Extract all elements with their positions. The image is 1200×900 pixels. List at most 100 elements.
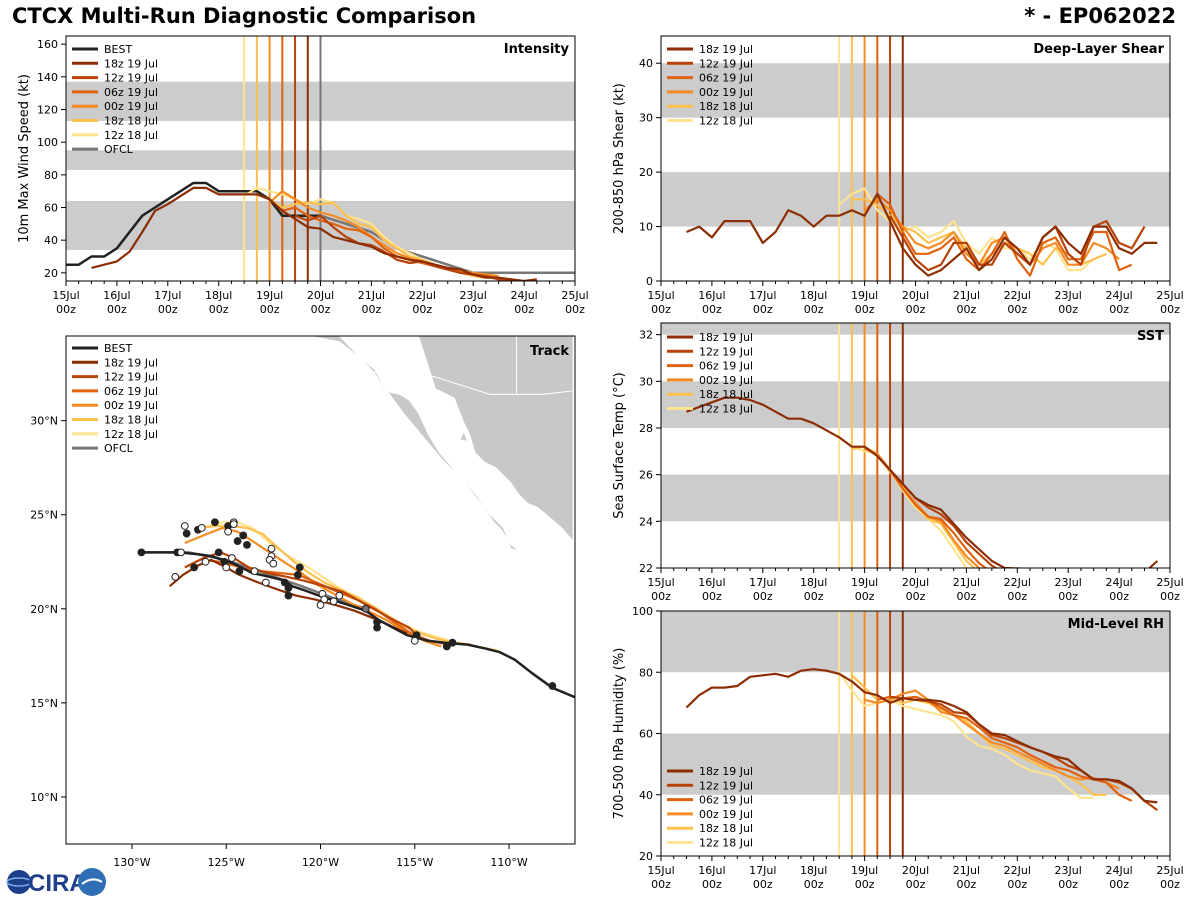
band-2 [661,323,1170,335]
series-line-18z-19-jul [91,186,537,281]
track-marker [284,584,293,593]
legend-label: 12z 18 Jul [104,129,158,142]
x-tick-label: 00z [957,590,977,603]
x-tick-label: 00z [1007,303,1027,316]
x-tick-label: 00z [906,303,926,316]
x-tick-label: 19Jul [256,289,283,302]
x-tick-label: 18Jul [800,289,827,302]
legend-label: 12z 18 Jul [699,837,753,850]
x-tick-label: 15Jul [52,289,79,302]
legend-label: 06z 19 Jul [699,794,753,807]
track-marker [269,559,278,568]
track-marker [250,567,259,576]
track-marker [320,595,329,604]
track-marker [243,540,251,549]
x-tick-label: 00z [209,303,229,316]
y-tick-label: 22 [639,562,653,575]
track-marker [180,522,189,530]
track-marker [335,591,344,600]
panel-title: SST [1137,329,1164,344]
y-tick-label: 15°N [30,697,58,710]
legend-label: 12z 19 Jul [699,57,753,70]
legend-label: 18z 18 Jul [104,115,158,128]
y-tick-label: 25°N [30,509,58,522]
legend-label: 12z 18 Jul [699,403,753,416]
border-line [339,371,575,395]
legend-label: OFCL [104,442,134,455]
y-tick-label: 30 [639,375,653,388]
track-marker [239,531,248,540]
y-tick-label: 20 [639,850,653,863]
x-tick-label: 00z [1109,878,1129,891]
x-tick-label: 00z [1160,878,1180,891]
y-tick-label: 26 [639,469,653,482]
y-tick-label: 10°N [30,791,58,804]
legend-label: 12z 19 Jul [699,779,753,792]
x-tick-label: 16Jul [698,576,725,589]
x-tick-label: 00z [1058,590,1078,603]
best-line [66,181,321,266]
legend-label: 18z 19 Jul [699,331,753,344]
track-marker [442,642,451,651]
x-tick-label: 00z [514,303,534,316]
x-tick-label: 18Jul [205,289,232,302]
track-marker [295,563,304,572]
y-tick-label: 30°N [30,415,58,428]
legend-label: 00z 19 Jul [699,374,753,387]
x-tick-label: 00z [1109,590,1129,603]
land-0 [309,336,519,551]
y-tick-label: 20 [639,166,653,179]
y-tick-label: 120 [37,104,58,117]
x-tick-label: 00z [1160,590,1180,603]
globe-icon [7,870,31,894]
track-marker [410,636,419,645]
storm-id: * - EP062022 [1024,4,1176,28]
x-tick-label: 17Jul [749,289,776,302]
satellite-icon [78,868,106,896]
band-1 [661,381,1170,428]
legend-label: 00z 19 Jul [104,100,158,113]
series-line-18z-19-jul [686,396,1159,568]
series-line-06z-19-jul [876,455,988,568]
x-tick-label: 00z [1160,303,1180,316]
x-tick-label: 00z [1058,303,1078,316]
y-tick-label: 40 [44,234,58,247]
x-tick-label: 00z [753,590,773,603]
track-marker [182,529,191,538]
legend-label: 00z 19 Jul [104,399,158,412]
y-tick-label: 24 [639,515,653,528]
track-marker [267,544,276,553]
y-tick-label: 0 [646,275,653,288]
x-tick-label: 00z [804,878,824,891]
x-tick-label: 15Jul [647,289,674,302]
x-tick-label: 00z [651,878,671,891]
series-line-00z-19-jul [864,689,1120,790]
y-tick-label: 60 [44,202,58,215]
x-tick-label: 00z [463,303,483,316]
x-tick-label: 21Jul [953,576,980,589]
legend-label: 18z 18 Jul [699,388,753,401]
track-marker [448,638,457,647]
track-marker [214,548,223,557]
y-tick-label: 60 [639,728,653,741]
logo-text: CIRA [28,870,87,897]
legend-label: 06z 19 Jul [699,360,753,373]
series-line-18z-19-jul [686,192,1158,277]
legend-label: 00z 19 Jul [699,86,753,99]
track-map: 130°W 125°W 120°W 115°W 110°W 10°N 15°N 20°N 25°… [30,335,576,869]
x-tick-label: 21Jul [358,289,385,302]
track-marker [177,548,185,557]
x-tick-label: 00z [1007,590,1027,603]
y-axis-label: Sea Surface Temp (°C) [612,372,627,519]
panel-title: Mid-Level RH [1068,617,1164,632]
x-tick-label: 22Jul [409,289,436,302]
series-line-06z-19-jul [877,695,1133,802]
y-tick-label: 80 [639,666,653,679]
track-line-12z-19-jul [184,551,420,638]
y-tick-label: 80 [44,169,58,182]
x-tick-label: 20Jul [902,576,929,589]
x-tick-label: 24Jul [510,289,537,302]
